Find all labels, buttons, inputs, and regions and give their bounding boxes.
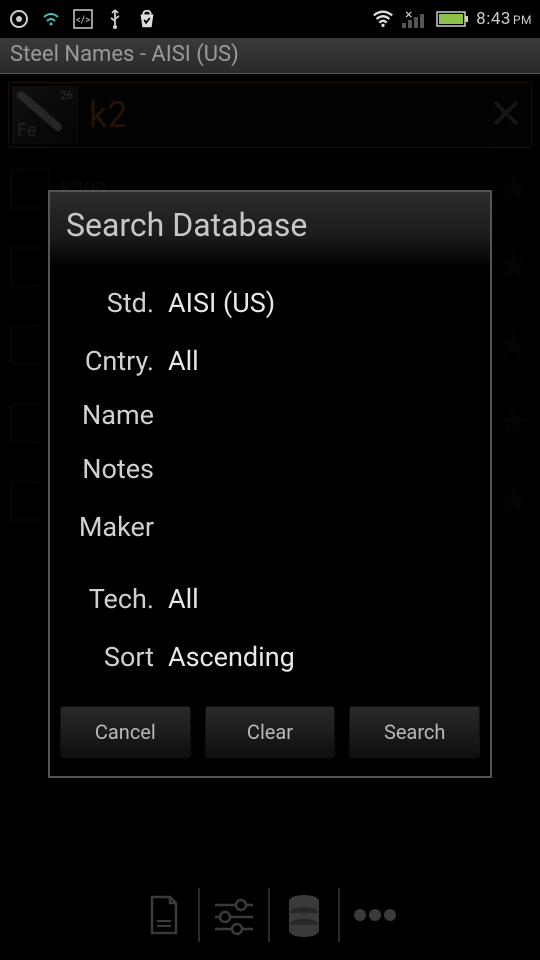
row-sort[interactable]: Sort Ascending xyxy=(62,628,478,686)
usb-icon xyxy=(104,8,126,30)
tech-label: Tech. xyxy=(62,583,164,615)
dialog-buttons: Cancel Clear Search xyxy=(50,706,490,776)
dev-icon: </> xyxy=(72,8,94,30)
row-name[interactable]: Name xyxy=(62,390,478,440)
app-title: Steel Names - AISI (US) xyxy=(10,42,239,67)
row-notes[interactable]: Notes xyxy=(62,440,478,498)
sort-label: Sort xyxy=(62,641,164,673)
nav-sliders-icon[interactable] xyxy=(200,888,270,942)
row-maker[interactable]: Maker xyxy=(62,498,478,556)
std-label: Std. xyxy=(62,287,164,319)
notes-label: Notes xyxy=(62,453,164,485)
nav-database-icon[interactable] xyxy=(270,888,340,942)
sort-value[interactable]: Ascending xyxy=(164,641,295,673)
nav-document-icon[interactable] xyxy=(130,888,200,942)
status-bar: </> × 8:43PM xyxy=(0,0,540,38)
no-signal-icon: × xyxy=(400,8,430,30)
cancel-button[interactable]: Cancel xyxy=(60,706,191,758)
sync-icon xyxy=(8,8,30,30)
dialog-title: Search Database xyxy=(50,192,490,268)
cntry-label: Cntry. xyxy=(62,345,164,377)
status-clock: 8:43PM xyxy=(476,9,532,29)
wifi-sync-icon xyxy=(40,8,62,30)
std-value[interactable]: AISI (US) xyxy=(164,287,275,319)
battery-icon xyxy=(436,8,470,30)
clear-button[interactable]: Clear xyxy=(205,706,336,758)
nav-more-icon[interactable] xyxy=(340,888,410,942)
name-label: Name xyxy=(62,399,164,431)
row-tech[interactable]: Tech. All xyxy=(62,570,478,628)
cntry-value[interactable]: All xyxy=(164,345,199,377)
row-std[interactable]: Std. AISI (US) xyxy=(62,274,478,332)
wifi-icon xyxy=(372,8,394,30)
search-button[interactable]: Search xyxy=(349,706,480,758)
app-header: Steel Names - AISI (US) xyxy=(0,38,540,74)
bottom-nav xyxy=(0,870,540,960)
search-dialog: Search Database Std. AISI (US) Cntry. Al… xyxy=(48,190,492,778)
tech-value[interactable]: All xyxy=(164,583,199,615)
row-cntry[interactable]: Cntry. All xyxy=(62,332,478,390)
shop-icon xyxy=(136,8,158,30)
dialog-body: Std. AISI (US) Cntry. All Name Notes Mak… xyxy=(50,268,490,706)
svg-text:</>: </> xyxy=(76,15,90,26)
maker-label: Maker xyxy=(62,511,164,543)
